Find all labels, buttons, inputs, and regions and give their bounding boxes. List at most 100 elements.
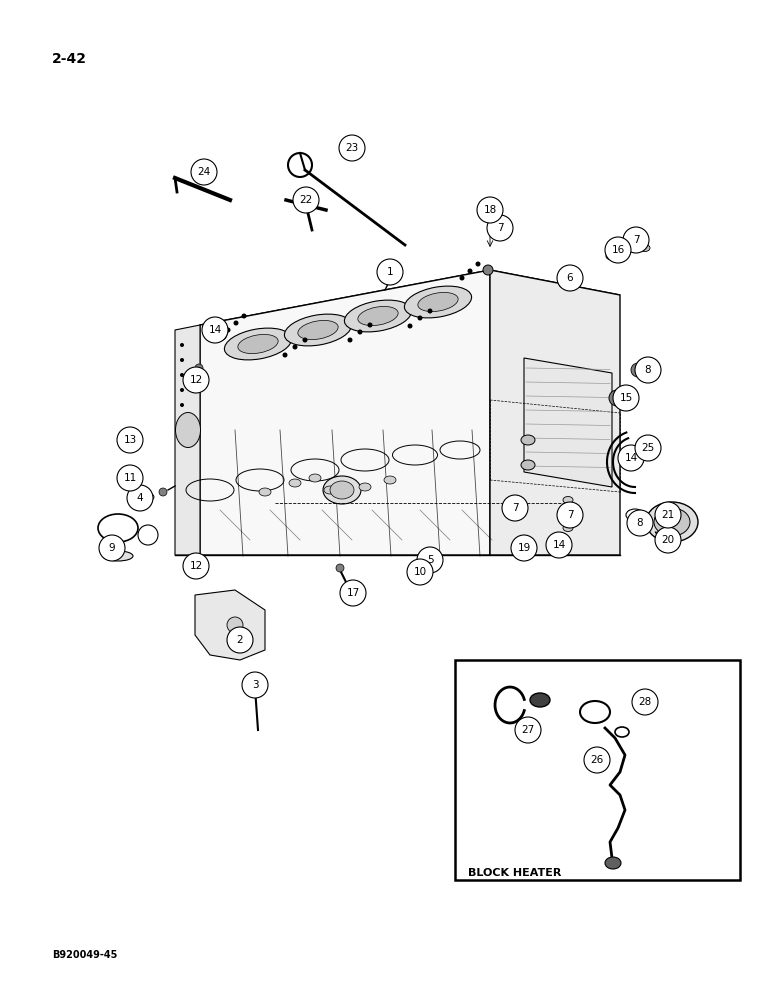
Text: 20: 20 (662, 535, 675, 545)
Circle shape (227, 627, 253, 653)
Circle shape (293, 344, 297, 350)
Polygon shape (200, 270, 490, 555)
Text: 21: 21 (662, 510, 675, 520)
Circle shape (418, 316, 422, 320)
Ellipse shape (238, 334, 278, 354)
Text: 10: 10 (414, 567, 427, 577)
Circle shape (339, 135, 365, 161)
Circle shape (180, 343, 184, 347)
Circle shape (183, 553, 209, 579)
Circle shape (477, 197, 503, 223)
Text: BLOCK HEATER: BLOCK HEATER (468, 868, 561, 878)
Circle shape (250, 681, 260, 691)
Text: 18: 18 (483, 205, 496, 215)
Ellipse shape (259, 488, 271, 496)
Text: 14: 14 (208, 325, 222, 335)
Text: 7: 7 (567, 510, 574, 520)
Ellipse shape (423, 553, 437, 563)
Ellipse shape (563, 524, 573, 532)
Circle shape (180, 358, 184, 362)
Circle shape (127, 485, 153, 511)
Ellipse shape (625, 456, 635, 464)
Circle shape (283, 353, 287, 358)
Circle shape (476, 261, 480, 266)
Text: 24: 24 (198, 167, 211, 177)
Ellipse shape (563, 510, 573, 518)
Circle shape (546, 532, 572, 558)
Ellipse shape (225, 328, 292, 360)
Circle shape (557, 502, 583, 528)
Ellipse shape (323, 476, 361, 504)
Ellipse shape (521, 460, 535, 470)
Circle shape (293, 187, 319, 213)
Ellipse shape (646, 502, 698, 542)
Circle shape (487, 215, 513, 241)
Circle shape (635, 435, 661, 461)
Text: 6: 6 (567, 273, 574, 283)
Text: 7: 7 (633, 235, 639, 245)
Text: 17: 17 (347, 588, 360, 598)
Text: 12: 12 (189, 561, 202, 571)
Circle shape (336, 564, 344, 572)
Ellipse shape (344, 300, 411, 332)
Circle shape (99, 535, 125, 561)
Ellipse shape (559, 280, 571, 288)
Ellipse shape (418, 292, 458, 312)
Circle shape (183, 367, 209, 393)
Polygon shape (175, 325, 200, 555)
Circle shape (408, 324, 412, 328)
Ellipse shape (605, 857, 621, 869)
Circle shape (584, 747, 610, 773)
Circle shape (233, 320, 239, 326)
Polygon shape (200, 270, 620, 355)
Circle shape (623, 227, 649, 253)
Ellipse shape (324, 486, 336, 494)
Text: 15: 15 (619, 393, 632, 403)
Polygon shape (490, 270, 620, 555)
Text: 27: 27 (521, 725, 535, 735)
Circle shape (655, 502, 681, 528)
Circle shape (377, 259, 403, 285)
Circle shape (609, 390, 625, 406)
Circle shape (202, 317, 228, 343)
Text: 16: 16 (611, 245, 625, 255)
Circle shape (227, 617, 243, 633)
Bar (455, 660, 740, 880)
Text: 19: 19 (517, 543, 530, 553)
Text: 14: 14 (625, 453, 638, 463)
Circle shape (407, 559, 433, 585)
Text: 2: 2 (237, 635, 243, 645)
Circle shape (613, 385, 639, 411)
Circle shape (180, 373, 184, 377)
Polygon shape (195, 590, 265, 660)
Circle shape (340, 580, 366, 606)
Circle shape (502, 495, 528, 521)
Circle shape (225, 328, 231, 332)
Circle shape (347, 338, 353, 342)
Ellipse shape (330, 481, 354, 499)
Circle shape (511, 535, 537, 561)
Circle shape (515, 717, 541, 743)
Circle shape (627, 510, 653, 536)
Ellipse shape (414, 568, 426, 576)
Ellipse shape (606, 252, 618, 260)
Circle shape (632, 689, 658, 715)
Ellipse shape (530, 693, 550, 707)
Circle shape (468, 268, 472, 273)
Ellipse shape (384, 476, 396, 484)
Text: 4: 4 (137, 493, 144, 503)
Text: B920049-45: B920049-45 (52, 950, 117, 960)
Circle shape (218, 336, 222, 340)
Circle shape (180, 403, 184, 407)
Text: 8: 8 (637, 518, 643, 528)
Ellipse shape (217, 326, 227, 340)
Text: 2-42: 2-42 (52, 52, 87, 66)
Circle shape (303, 338, 307, 342)
Text: 25: 25 (642, 443, 655, 453)
Ellipse shape (359, 483, 371, 491)
Text: 28: 28 (638, 697, 652, 707)
Text: 3: 3 (252, 680, 259, 690)
Ellipse shape (405, 286, 472, 318)
Ellipse shape (563, 496, 573, 504)
Circle shape (605, 237, 631, 263)
